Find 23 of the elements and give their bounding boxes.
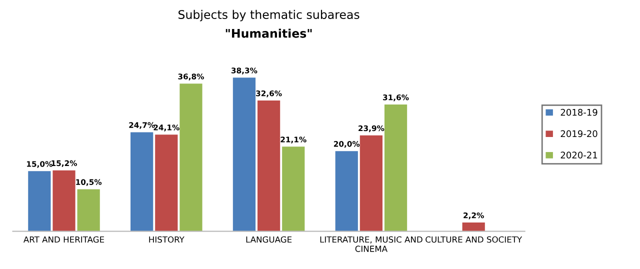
legend-label: 2019-20 [560,130,598,138]
x-tick-label: CULTURE AND SOCIETY [426,236,522,243]
chart-subtitle: "Humanities" [226,28,312,38]
bar [52,170,76,232]
x-tick-label: LITERATURE, MUSIC AND CINEMA [320,236,422,252]
bar [28,171,51,232]
bar [130,132,154,232]
bar [335,151,358,232]
bar [232,78,256,232]
legend-label: 2020-21 [560,152,598,158]
bar [155,134,178,232]
x-tick-label: LANGUAGE [246,236,292,243]
bar [257,100,280,232]
bar [77,189,100,232]
bar [360,135,383,232]
legend-label: 2018-19 [560,108,598,116]
bar [282,146,305,232]
bar [384,104,408,232]
x-tick-label: ART AND HERITAGE [24,236,104,243]
bar [462,222,485,232]
x-tick-label: HISTORY [149,236,184,243]
chart-title: Subjects by thematic subareas [178,10,360,22]
bar [180,84,202,232]
